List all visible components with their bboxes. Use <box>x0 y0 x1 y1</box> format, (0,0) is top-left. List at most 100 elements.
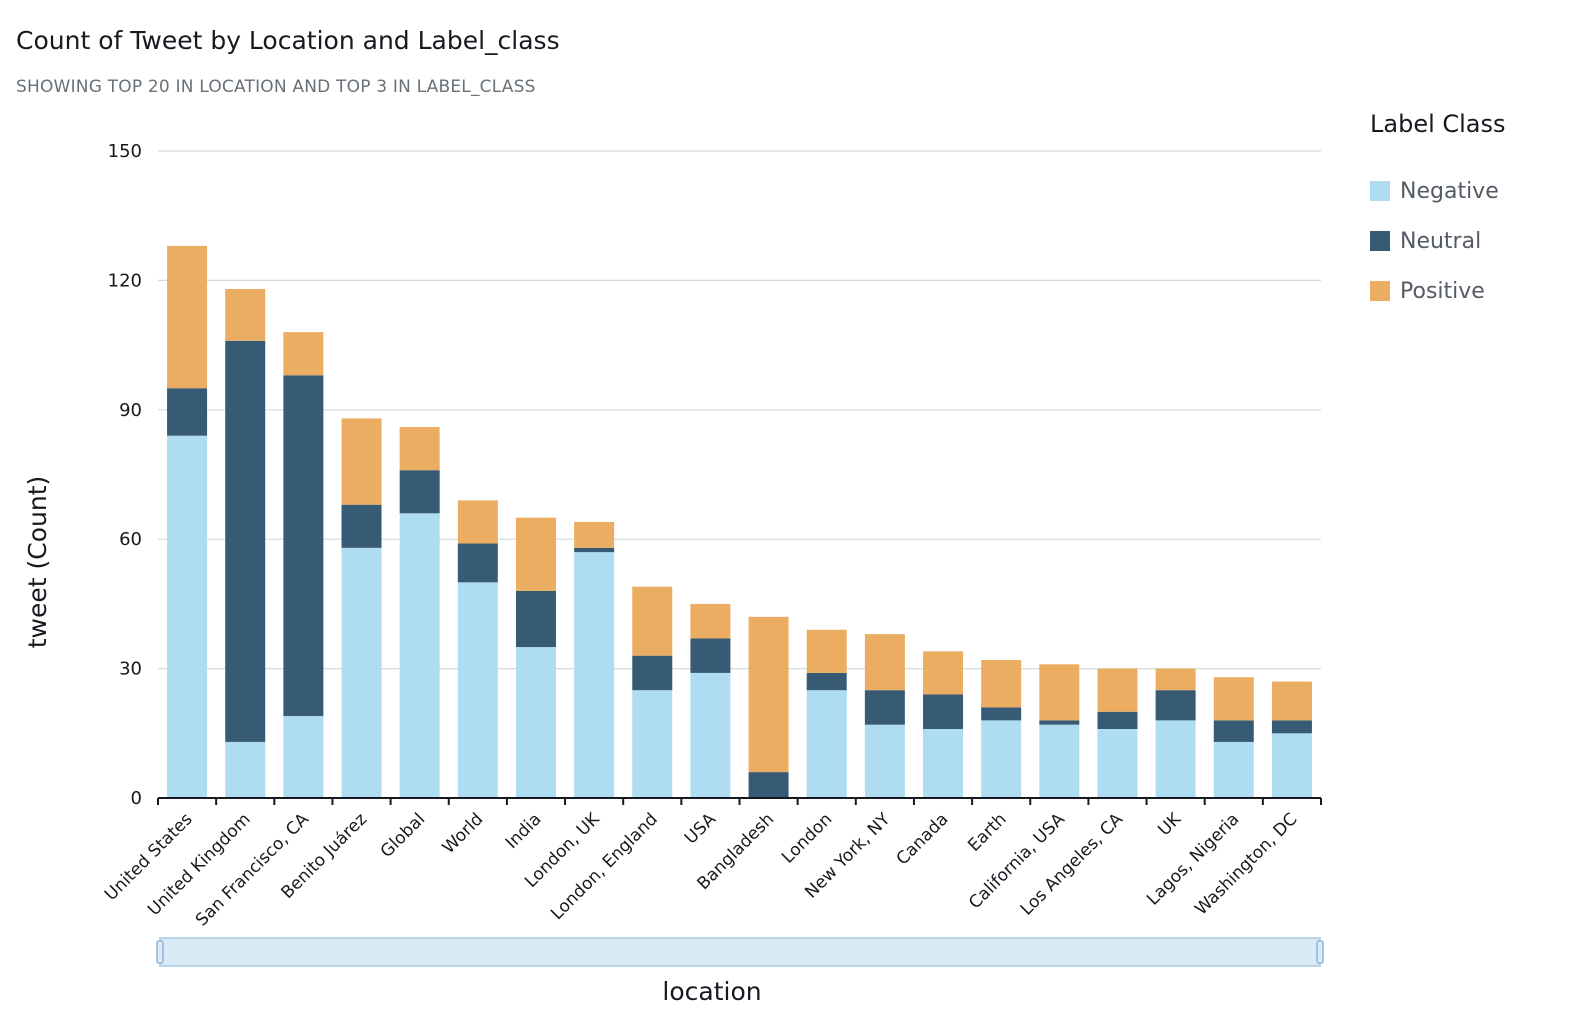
chart-subtitle: SHOWING TOP 20 IN LOCATION AND TOP 3 IN … <box>16 77 536 97</box>
x-tick-label: London <box>778 809 836 867</box>
legend-swatch-positive <box>1370 281 1390 301</box>
bar-positive[interactable] <box>1271 681 1312 721</box>
x-tick-label: Los Angeles, CA <box>1017 809 1127 919</box>
legend-swatch-neutral <box>1370 231 1390 251</box>
chart-title: Count of Tweet by Location and Label_cla… <box>16 26 560 55</box>
bar-positive[interactable] <box>167 245 208 389</box>
bar-neutral[interactable] <box>341 504 382 548</box>
range-slider[interactable] <box>156 937 1324 967</box>
bar-negative[interactable] <box>457 582 498 798</box>
bar-positive[interactable] <box>457 500 498 544</box>
bar-negative[interactable] <box>864 724 905 798</box>
bar-neutral[interactable] <box>1097 711 1138 729</box>
bar-positive[interactable] <box>574 521 615 548</box>
y-tick-label: 150 <box>108 141 142 162</box>
bars <box>167 245 1312 798</box>
x-tick-label: Canada <box>893 809 953 869</box>
bar-positive[interactable] <box>225 289 266 341</box>
range-slider-left-handle[interactable] <box>156 940 164 964</box>
bar-negative[interactable] <box>981 720 1022 798</box>
bar-negative[interactable] <box>1097 728 1138 798</box>
bar-positive[interactable] <box>690 603 731 639</box>
bar-positive[interactable] <box>341 418 382 505</box>
bar-negative[interactable] <box>283 716 324 798</box>
y-tick-label: 30 <box>119 659 142 680</box>
bar-neutral[interactable] <box>981 707 1022 721</box>
y-tick-label: 60 <box>119 529 142 550</box>
bar-positive[interactable] <box>748 616 789 773</box>
x-axis-title: location <box>662 977 761 1006</box>
bar-neutral[interactable] <box>632 655 673 691</box>
x-tick-label: World <box>439 809 488 858</box>
x-tick-label: Washington, DC <box>1191 809 1301 919</box>
bar-neutral[interactable] <box>574 547 615 553</box>
bar-positive[interactable] <box>1097 668 1138 712</box>
x-tick-label: Earth <box>964 809 1010 855</box>
x-tick-label: UK <box>1154 809 1185 840</box>
bar-neutral[interactable] <box>515 590 556 648</box>
bar-negative[interactable] <box>690 672 731 798</box>
bar-neutral[interactable] <box>923 694 964 729</box>
x-tick-label: India <box>502 809 546 853</box>
bar-positive[interactable] <box>283 332 324 376</box>
bar-negative[interactable] <box>1039 724 1080 798</box>
bar-negative[interactable] <box>341 547 382 798</box>
bar-positive[interactable] <box>399 427 440 471</box>
bar-negative[interactable] <box>1213 741 1254 798</box>
bar-neutral[interactable] <box>806 672 847 691</box>
legend-item-positive[interactable]: Positive <box>1370 266 1506 316</box>
bar-positive[interactable] <box>1213 677 1254 721</box>
bar-neutral[interactable] <box>748 772 789 798</box>
bar-negative[interactable] <box>515 647 556 798</box>
range-slider-right-handle[interactable] <box>1316 940 1324 964</box>
bar-positive[interactable] <box>864 634 905 691</box>
y-axis-title: tweet (Count) <box>23 476 52 649</box>
bar-positive[interactable] <box>632 586 673 656</box>
x-tick-label: London, England <box>547 809 662 924</box>
bar-negative[interactable] <box>1155 720 1196 798</box>
bar-neutral[interactable] <box>283 375 324 717</box>
bar-neutral[interactable] <box>1271 720 1312 734</box>
legend-item-neutral[interactable]: Neutral <box>1370 216 1506 266</box>
x-tick-label: USA <box>681 809 720 848</box>
legend-label-neutral: Neutral <box>1400 228 1482 254</box>
bar-negative[interactable] <box>167 435 208 798</box>
bar-neutral[interactable] <box>225 340 266 742</box>
y-tick-label: 90 <box>119 400 142 421</box>
bar-neutral[interactable] <box>399 470 440 514</box>
bar-positive[interactable] <box>806 629 847 673</box>
y-tick-label: 0 <box>131 788 142 809</box>
bar-positive[interactable] <box>515 517 556 591</box>
x-tick-label: United Kingdom <box>144 809 255 920</box>
bar-positive[interactable] <box>1155 668 1196 691</box>
bar-negative[interactable] <box>923 728 964 798</box>
range-slider-track[interactable] <box>159 937 1321 967</box>
legend: Label Class Negative Neutral Positive <box>1370 110 1506 316</box>
legend-swatch-negative <box>1370 181 1390 201</box>
bar-neutral[interactable] <box>690 638 731 673</box>
legend-label-positive: Positive <box>1400 278 1485 304</box>
bar-positive[interactable] <box>923 651 964 695</box>
bar-negative[interactable] <box>225 741 266 798</box>
bar-negative[interactable] <box>632 690 673 798</box>
bar-positive[interactable] <box>1039 664 1080 721</box>
bar-negative[interactable] <box>806 690 847 798</box>
bar-neutral[interactable] <box>457 543 498 583</box>
bar-negative[interactable] <box>1271 733 1312 798</box>
x-tick-label: Global <box>377 809 429 861</box>
bar-neutral[interactable] <box>1155 690 1196 721</box>
bar-neutral[interactable] <box>864 690 905 725</box>
bar-neutral[interactable] <box>1039 720 1080 725</box>
bar-neutral[interactable] <box>167 388 208 436</box>
gridlines <box>158 150 1321 670</box>
bar-negative[interactable] <box>399 513 440 798</box>
legend-title: Label Class <box>1370 110 1506 138</box>
y-tick-label: 120 <box>108 270 142 291</box>
x-tick-label: San Francisco, CA <box>192 809 313 930</box>
legend-label-negative: Negative <box>1400 178 1499 204</box>
legend-item-negative[interactable]: Negative <box>1370 166 1506 216</box>
bar-neutral[interactable] <box>1213 720 1254 742</box>
bar-positive[interactable] <box>981 659 1022 708</box>
bar-negative[interactable] <box>574 552 615 798</box>
